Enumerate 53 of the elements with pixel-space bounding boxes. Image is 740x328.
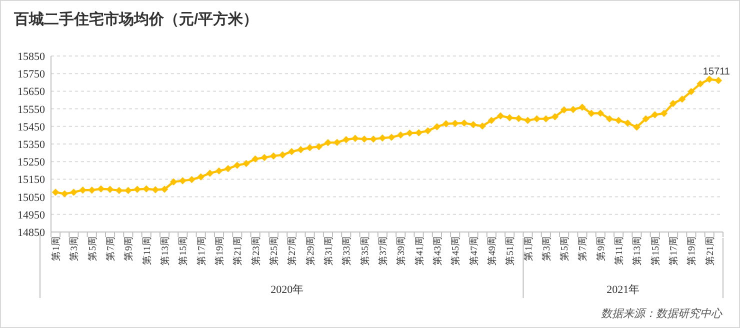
x-tick-label: 第21周 — [704, 236, 716, 266]
x-tick-label: 第9周 — [122, 236, 135, 261]
x-tick-label: 第19周 — [214, 236, 226, 266]
x-tick-label: 第9周 — [594, 236, 607, 261]
x-tick-label: 第5周 — [558, 236, 571, 261]
y-tick-label: 15350 — [18, 139, 46, 151]
x-tick-label: 第17周 — [668, 236, 680, 266]
x-tick-label: 第29周 — [304, 236, 316, 266]
x-tick-label: 第13周 — [159, 236, 172, 266]
x-tick-label: 第3周 — [68, 236, 80, 261]
x-tick-label: 第45周 — [450, 236, 462, 266]
x-tick-label: 第1周 — [522, 236, 534, 261]
y-tick-label: 15050 — [18, 192, 46, 204]
x-tick-label: 第3周 — [540, 236, 552, 261]
y-tick-label: 15450 — [18, 121, 46, 134]
x-tick-label: 第7周 — [104, 236, 117, 261]
x-tick-label: 第27周 — [286, 236, 298, 266]
y-tick-label: 15250 — [18, 156, 46, 169]
y-tick-label: 14850 — [18, 227, 46, 239]
y-tick-label: 15850 — [18, 51, 46, 63]
text: 2020年 — [270, 284, 304, 296]
x-tick-label: 第33周 — [340, 236, 353, 266]
y-tick-label: 14950 — [18, 209, 46, 222]
x-tick-label: 第15周 — [649, 236, 662, 266]
x-tick-label: 第51周 — [504, 236, 516, 266]
y-tick-label: 15150 — [18, 174, 46, 186]
x-tick-label: 第43周 — [431, 236, 444, 266]
y-tick-label: 15650 — [18, 86, 46, 98]
x-tick-label: 第17周 — [195, 236, 208, 266]
x-tick-label: 第35周 — [358, 236, 371, 266]
x-tick-label: 第11周 — [140, 236, 153, 266]
y-tick-label: 15550 — [18, 104, 46, 116]
text: 2021年 — [606, 284, 640, 296]
x-tick-label: 第39周 — [395, 236, 408, 266]
x-tick-label: 第49周 — [486, 236, 498, 266]
x-tick-label: 第41周 — [413, 236, 426, 266]
x-tick-label: 第13周 — [631, 236, 644, 266]
x-tick-label: 第21周 — [232, 236, 244, 266]
x-tick-label: 第19周 — [686, 236, 698, 266]
x-tick-label: 第25周 — [268, 236, 280, 266]
x-tick-label: 第31周 — [322, 236, 334, 266]
x-tick-label: 第1周 — [50, 236, 62, 261]
x-tick-label: 第23周 — [250, 236, 262, 266]
chart-title: 百城二手住宅市场均价（元/平方米） — [13, 10, 258, 28]
y-tick-label: 15750 — [18, 68, 46, 81]
x-tick-label: 第11周 — [613, 236, 626, 266]
x-tick-label: 第15周 — [177, 236, 190, 266]
source-note: 数据来源：数据研究中心 — [601, 307, 723, 320]
x-tick-label: 第37周 — [376, 236, 389, 266]
x-tick-label: 第7周 — [576, 236, 589, 261]
x-tick-label: 第47周 — [468, 236, 480, 266]
data-label: 15711 — [702, 66, 730, 78]
x-tick-label: 第5周 — [86, 236, 98, 261]
